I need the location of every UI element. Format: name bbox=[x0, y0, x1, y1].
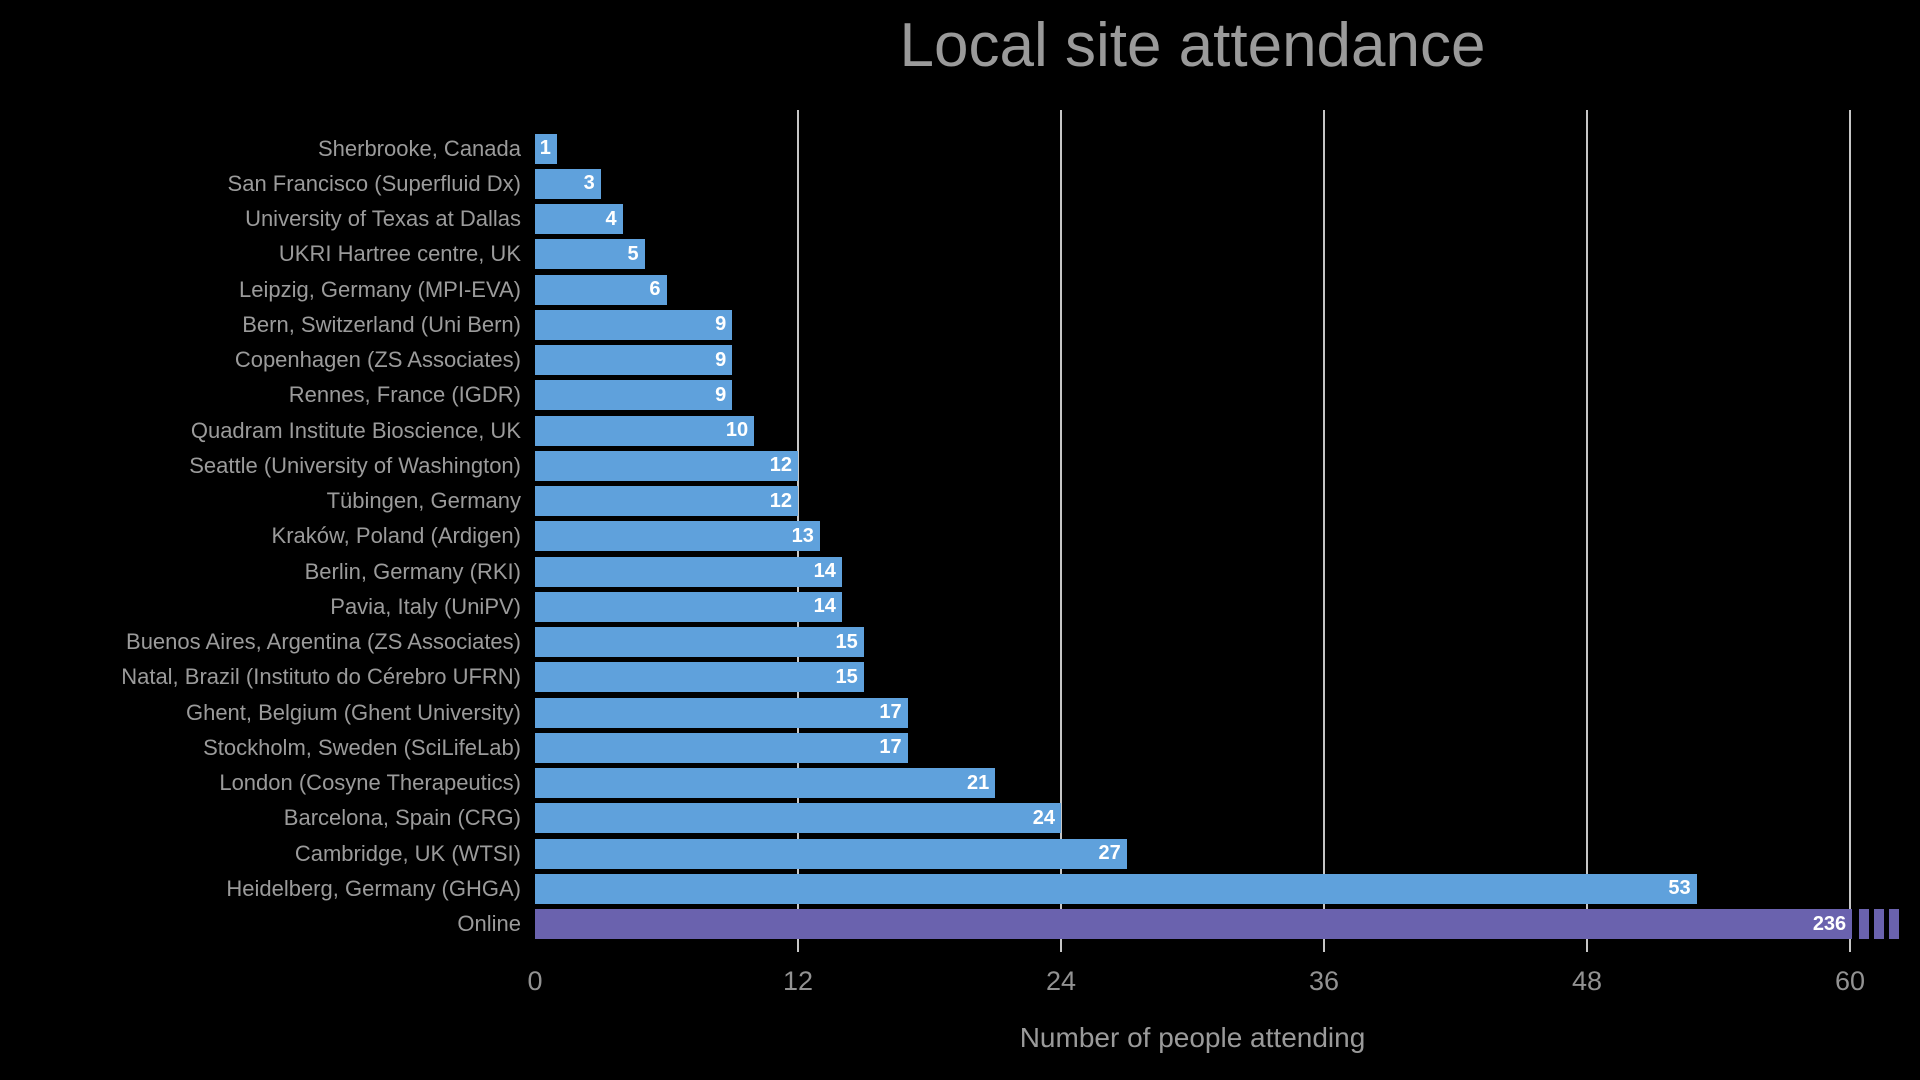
bar-online: 236 bbox=[535, 909, 1853, 939]
bar: 14 bbox=[535, 591, 842, 622]
gridline bbox=[1060, 110, 1062, 952]
bar-value-label: 27 bbox=[1098, 842, 1121, 864]
bar-value-label: 12 bbox=[769, 489, 792, 512]
category-label: Bern, Switzerland (Uni Bern) bbox=[242, 311, 521, 337]
chart-title: Local site attendance bbox=[899, 11, 1486, 80]
bar-value-label: 17 bbox=[879, 701, 902, 723]
bar: 12 bbox=[535, 486, 798, 516]
category-label: London (Cosyne Therapeutics) bbox=[219, 770, 521, 795]
bar: 17 bbox=[535, 732, 908, 763]
bar: 1 bbox=[535, 133, 557, 164]
bar-value-label: 9 bbox=[715, 348, 727, 371]
x-tick-label: 24 bbox=[1045, 966, 1077, 996]
bar-value-label: 3 bbox=[583, 172, 595, 195]
bar-value-label: 9 bbox=[715, 313, 727, 336]
x-tick-label: 0 bbox=[527, 966, 543, 996]
bar: 53 bbox=[535, 873, 1697, 904]
gridline bbox=[1849, 110, 1851, 952]
gridline bbox=[1323, 110, 1325, 952]
category-label: Ghent, Belgium (Ghent University) bbox=[185, 699, 521, 725]
x-tick-label: 60 bbox=[1834, 966, 1866, 996]
bar: 5 bbox=[535, 239, 645, 270]
category-label: Natal, Brazil (Instituto do Cérebro UFRN… bbox=[121, 664, 521, 690]
category-label: Seattle (University of Washington) bbox=[189, 452, 521, 478]
category-label: Quadram Institute Bioscience, UK bbox=[190, 417, 521, 443]
bar: 14 bbox=[535, 556, 842, 587]
category-label: Pavia, Italy (UniPV) bbox=[330, 593, 521, 619]
category-label: Copenhagen (ZS Associates) bbox=[234, 347, 521, 372]
category-label: Cambridge, UK (WTSI) bbox=[294, 840, 521, 866]
bar: 24 bbox=[535, 803, 1061, 834]
bar-value-label: 12 bbox=[769, 454, 792, 477]
bar: 21 bbox=[535, 768, 996, 798]
bar: 10 bbox=[535, 415, 755, 446]
category-label: Heidelberg, Germany (GHGA) bbox=[226, 875, 521, 901]
bar: 4 bbox=[535, 204, 623, 234]
bar: 27 bbox=[535, 838, 1127, 869]
category-label: Stockholm, Sweden (SciLifeLab) bbox=[203, 734, 521, 760]
category-label: Barcelona, Spain (CRG) bbox=[283, 805, 521, 831]
bar-value-label: 21 bbox=[967, 771, 990, 794]
category-label: UKRI Hartree centre, UK bbox=[278, 241, 521, 267]
x-tick-label: 36 bbox=[1308, 966, 1340, 996]
bar-value-label: 10 bbox=[725, 419, 749, 441]
bar-value-label: 15 bbox=[835, 665, 858, 688]
category-label: Leipzig, Germany (MPI-EVA) bbox=[238, 276, 521, 302]
bar-value-label: 13 bbox=[791, 524, 814, 547]
category-label: University of Texas at Dallas bbox=[245, 206, 521, 231]
category-label: Berlin, Germany (RKI) bbox=[304, 558, 521, 584]
bar-value-label: 9 bbox=[715, 383, 727, 406]
category-label: Online bbox=[457, 911, 521, 936]
bar: 17 bbox=[535, 697, 908, 728]
category-label: San Francisco (Superfluid Dx) bbox=[227, 170, 521, 196]
x-tick-label: 48 bbox=[1571, 966, 1603, 996]
x-axis-label: Number of people attending bbox=[1019, 1022, 1366, 1053]
bar-value-label: 14 bbox=[813, 595, 836, 618]
bar-value-label: 6 bbox=[649, 278, 661, 300]
bar-value-label: 236 bbox=[1812, 912, 1847, 935]
bar: 9 bbox=[535, 345, 733, 375]
bar: 3 bbox=[535, 168, 601, 199]
bar: 9 bbox=[535, 309, 733, 340]
x-tick-label: 12 bbox=[782, 966, 814, 996]
bar: 15 bbox=[535, 627, 864, 657]
bar-value-label: 17 bbox=[879, 736, 902, 759]
bar: 15 bbox=[535, 662, 864, 693]
bar-break-mark bbox=[1874, 909, 1885, 939]
bar-value-label: 24 bbox=[1032, 806, 1055, 829]
bar: 6 bbox=[535, 274, 667, 305]
bar: 13 bbox=[535, 521, 820, 552]
bar-break-mark bbox=[1859, 909, 1870, 939]
category-label: Sherbrooke, Canada bbox=[317, 135, 521, 161]
bar-value-label: 5 bbox=[627, 242, 639, 265]
bar-value-label: 1 bbox=[539, 137, 551, 159]
category-label: Buenos Aires, Argentina (ZS Associates) bbox=[126, 629, 521, 654]
bar-break-mark bbox=[1889, 909, 1900, 939]
category-label: Tübingen, Germany bbox=[326, 488, 521, 513]
bar: 12 bbox=[535, 450, 798, 481]
bar-value-label: 14 bbox=[813, 560, 836, 582]
category-label: Kraków, Poland (Ardigen) bbox=[271, 523, 521, 549]
gridline bbox=[1586, 110, 1588, 952]
bar-value-label: 4 bbox=[605, 207, 617, 230]
bar-value-label: 53 bbox=[1668, 877, 1691, 900]
bar: 9 bbox=[535, 380, 733, 411]
bar-value-label: 15 bbox=[835, 630, 858, 653]
category-label: Rennes, France (IGDR) bbox=[288, 382, 521, 408]
